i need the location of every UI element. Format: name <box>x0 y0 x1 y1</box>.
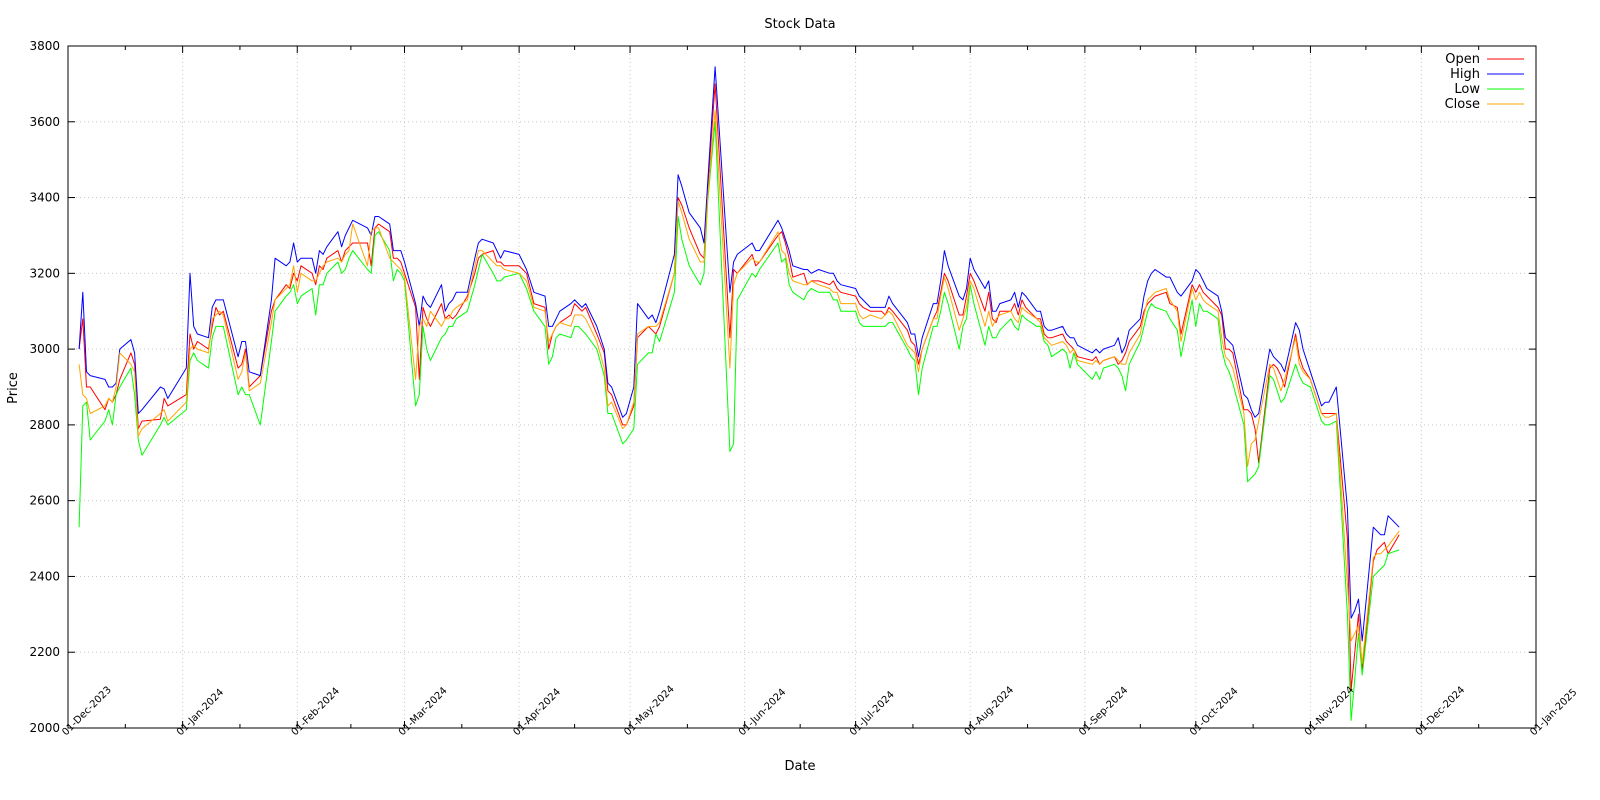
series-line-high <box>78 66 1400 642</box>
x-axis-title: Date <box>784 759 815 774</box>
legend-label-close: Close <box>1445 97 1480 112</box>
legend-label-low: Low <box>1454 82 1480 97</box>
plot-frame <box>67 45 1537 729</box>
y-tick-label: 3400 <box>29 191 60 205</box>
y-tick-label: 2400 <box>29 569 60 583</box>
legend-label-high: High <box>1450 67 1480 82</box>
y-tick-label: 3000 <box>29 342 60 356</box>
series-layer <box>78 66 1400 721</box>
y-tick-label: 3800 <box>29 39 60 53</box>
y-tick-label: 2800 <box>29 418 60 432</box>
series-line-low <box>78 121 1400 721</box>
y-tick-labels: 2000 2200 2400 2600 2800 3000 3200 3400 3600 3800 <box>29 39 60 735</box>
grid-lines <box>68 46 1536 728</box>
y-tick-label: 2200 <box>29 645 60 659</box>
y-tick-label: 3200 <box>29 266 60 280</box>
y-tick-label: 2600 <box>29 494 60 508</box>
y-axis-title: Price <box>6 372 21 404</box>
axis-ticks <box>67 45 1537 729</box>
legend-label-open: Open <box>1445 52 1480 67</box>
series-line-close <box>78 109 1400 665</box>
y-tick-label: 3600 <box>29 115 60 129</box>
y-tick-label: 2000 <box>29 721 60 735</box>
chart-title: Stock Data <box>764 17 835 32</box>
